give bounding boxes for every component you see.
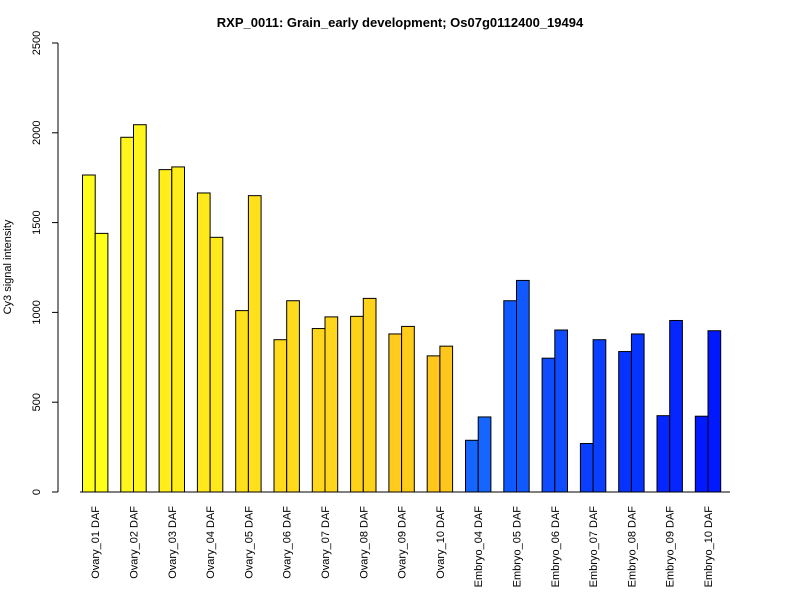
- bar-1-1: [82, 174, 96, 493]
- x-tick-label: Embryo_09 DAF: [665, 506, 677, 588]
- bar-5-2: [247, 195, 262, 493]
- bar-8-2: [362, 297, 377, 493]
- x-tick-label: Ovary_06 DAF: [282, 506, 294, 579]
- x-tick-label: Ovary_09 DAF: [397, 506, 409, 579]
- bar-5-1: [235, 310, 249, 493]
- x-tick-label: Ovary_02 DAF: [129, 506, 141, 579]
- bar-6-2: [286, 300, 300, 493]
- y-tick-label: 0: [31, 489, 43, 495]
- bar-9-2: [401, 325, 415, 493]
- y-tick-label: 2500: [31, 31, 43, 55]
- bar-2-2: [133, 124, 147, 493]
- bar-11-2: [477, 416, 492, 493]
- bar-17-1: [694, 415, 709, 493]
- bar-16-1: [656, 415, 671, 493]
- x-tick-label: Ovary_05 DAF: [243, 506, 255, 579]
- x-tick-label: Ovary_03 DAF: [167, 506, 179, 579]
- bar-6-1: [273, 339, 288, 493]
- bar-10-1: [426, 355, 441, 493]
- bar-9-1: [388, 333, 403, 493]
- x-tick-label: Ovary_04 DAF: [205, 506, 217, 579]
- bar-13-2: [554, 329, 568, 493]
- chart-title: RXP_0011: Grain_early development; Os07g…: [217, 15, 584, 30]
- x-tick-label: Ovary_01 DAF: [90, 506, 102, 579]
- y-axis: 0 500 1000 1500 2000 2500: [31, 31, 59, 495]
- y-tick-label: 2000: [31, 121, 43, 145]
- x-tick-label: Ovary_08 DAF: [358, 506, 370, 579]
- bar-3-1: [158, 169, 173, 493]
- bar-2-1: [120, 136, 135, 493]
- bar-10-2: [439, 345, 454, 493]
- y-tick-label: 500: [31, 393, 43, 411]
- x-tick-label: Embryo_10 DAF: [703, 506, 715, 588]
- bar-12-2: [516, 279, 530, 493]
- y-tick-label: 1000: [31, 300, 43, 324]
- bar-4-2: [209, 236, 224, 493]
- bar-17-2: [707, 330, 722, 493]
- bar-15-1: [618, 351, 632, 493]
- bar-4-1: [196, 192, 211, 493]
- bar-3-2: [171, 166, 186, 493]
- bars-group: [82, 124, 722, 493]
- x-tick-label: Ovary_10 DAF: [435, 506, 447, 579]
- x-axis: Ovary_01 DAF Ovary_02 DAF Ovary_03 DAF Ovar…: [80, 491, 730, 588]
- x-tick-label: Embryo_07 DAF: [588, 506, 600, 588]
- x-tick-label: Embryo_04 DAF: [473, 506, 485, 588]
- bar-14-2: [592, 339, 607, 493]
- bar-14-1: [579, 443, 594, 493]
- bar-13-1: [541, 357, 556, 493]
- bar-1-2: [94, 232, 109, 493]
- bar-7-1: [311, 328, 326, 493]
- bar-16-2: [669, 319, 683, 493]
- x-tick-label: Embryo_05 DAF: [512, 506, 524, 588]
- y-tick-label: 1500: [31, 210, 43, 234]
- bar-7-2: [324, 316, 339, 493]
- y-axis-label: Cy3 signal intensity: [2, 219, 14, 314]
- bar-12-1: [503, 300, 517, 493]
- x-tick-label: Embryo_08 DAF: [626, 506, 638, 588]
- x-tick-label: Ovary_07 DAF: [320, 506, 332, 579]
- x-tick-label: Embryo_06 DAF: [550, 506, 562, 588]
- bar-8-1: [350, 315, 364, 493]
- bar-15-2: [630, 333, 645, 493]
- bar-11-1: [465, 439, 479, 493]
